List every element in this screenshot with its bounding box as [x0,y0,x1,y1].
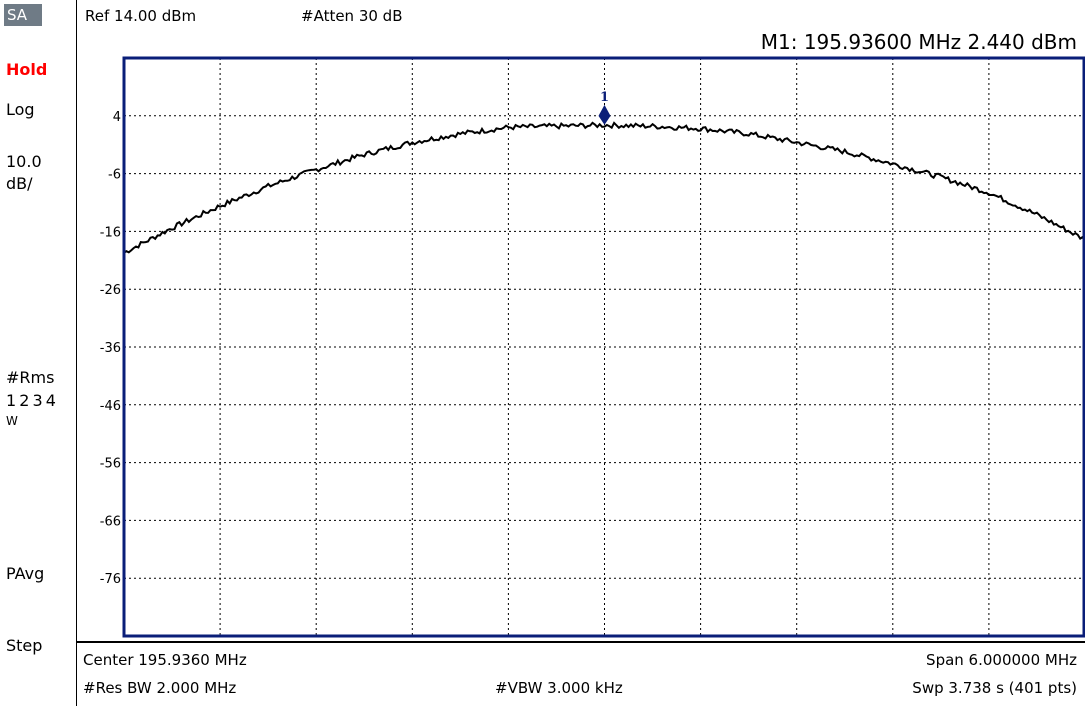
plot-frame [122,56,1085,638]
vbw: #VBW 3.000 kHz [495,679,623,697]
footer-bar: Center 195.9360 MHz Span 6.000000 MHz #R… [77,641,1085,708]
y-tick-label: -26 [100,283,121,298]
center-frequency: Center 195.9360 MHz [83,651,247,669]
header-bar: Ref 14.00 dBm #Atten 30 dB M1: 195.93600… [77,0,1085,56]
y-tick-label: -66 [100,514,121,529]
marker-layer[interactable]: 1 [598,90,611,125]
hold-status: Hold [6,60,48,79]
marker-readout: M1: 195.93600 MHz 2.440 dBm [760,30,1077,54]
ref-level: Ref 14.00 dBm [85,7,197,25]
left-annotation-panel: SA Hold Log 10.0 dB/ #Rms 1 2 3 4 W PAvg… [0,0,77,706]
scale-unit: dB/ [6,174,33,193]
marker-label: 1 [600,90,609,105]
y-tick-label: -76 [100,572,121,587]
marker-1[interactable]: 1 [598,90,611,125]
scale-type: Log [6,100,35,119]
trace-numbers: 1 2 3 4 [6,391,56,410]
y-tick-label: -46 [100,399,121,414]
y-tick-label: -56 [100,457,121,472]
trace-1 [123,121,1085,254]
scale-value: 10.0 [6,152,42,171]
attenuation: #Atten 30 dB [301,7,403,25]
y-tick-label: 4 [113,110,121,125]
marker-diamond-icon [598,104,611,125]
y-tick-labels: 4 -6 -16 -26 -36 -46 -56 -66 -76 [100,110,121,587]
trace-layer [123,121,1085,254]
avg-type: PAvg [6,564,45,583]
sweep-info: Swp 3.738 s (401 pts) [912,679,1077,697]
y-tick-label: -36 [100,341,121,356]
y-tick-label: -16 [100,225,121,240]
chart-grid [124,58,1085,636]
span: Span 6.000000 MHz [926,651,1077,669]
y-tick-label: -6 [108,168,121,183]
detector-label: #Rms [6,368,55,387]
res-bw: #Res BW 2.000 MHz [83,679,237,697]
trace-mode: W [6,414,18,428]
mode-badge[interactable]: SA [4,4,42,26]
step-label[interactable]: Step [6,636,43,655]
